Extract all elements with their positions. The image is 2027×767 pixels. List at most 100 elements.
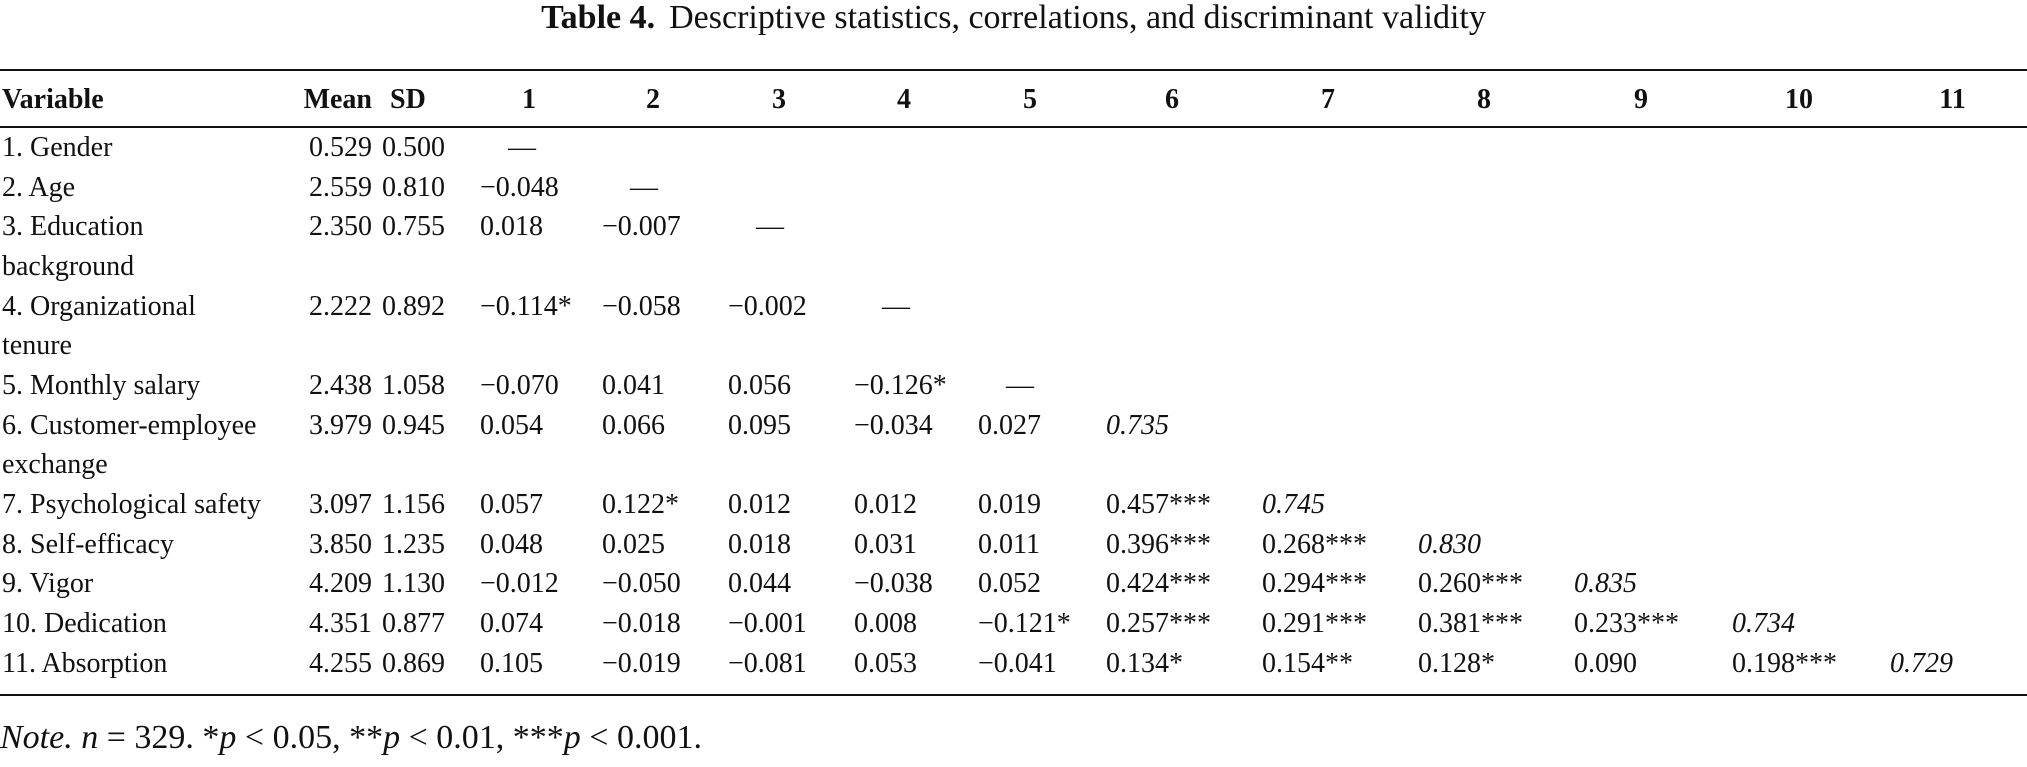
cell-empty xyxy=(296,446,382,486)
cell-correlation: −0.121* xyxy=(978,608,1071,640)
cell-correlation xyxy=(1720,120,1878,168)
cell-empty xyxy=(296,326,382,366)
header-col-10: 10 xyxy=(1785,84,1813,115)
cell-correlation: 0.154** xyxy=(1262,647,1353,679)
cell-empty xyxy=(1878,247,2027,287)
cell-correlation xyxy=(1878,366,2027,406)
header-col-6: 6 xyxy=(1165,84,1179,115)
cell-empty xyxy=(590,446,716,486)
cell-correlation: −0.048 xyxy=(480,171,559,203)
cell-variable: 9. Vigor xyxy=(2,568,94,600)
table-row: 3. Education 2.350 0.755 0.018 −0.007 — xyxy=(0,207,2027,247)
cell-correlation: 0.044 xyxy=(728,568,791,600)
cell-correlation xyxy=(1562,120,1720,168)
table-title: Descriptive statistics, correlations, an… xyxy=(669,0,1486,36)
cell-variable: 8. Self-efficacy xyxy=(2,528,175,560)
cell-empty xyxy=(1406,247,1562,287)
cell-correlation: −0.018 xyxy=(602,608,681,640)
cell-empty xyxy=(382,326,468,366)
cell-correlation: −0.058 xyxy=(602,290,681,322)
cell-empty xyxy=(716,446,842,486)
cell-variable: 1. Gender xyxy=(2,131,113,163)
cell-correlation xyxy=(716,120,842,168)
cell-correlation xyxy=(1094,207,1250,247)
cell-diagonal: 0.830 xyxy=(1418,528,1481,560)
cell-correlation: 0.018 xyxy=(480,211,543,243)
cell-sd: 0.945 xyxy=(382,409,445,441)
cell-mean: 4.209 xyxy=(309,568,372,600)
cell-correlation xyxy=(1720,485,1878,525)
cell-correlation xyxy=(1720,565,1878,605)
header-col-7: 7 xyxy=(1321,84,1335,115)
table-row: 4. Organizational 2.222 0.892 −0.114* −0.058… xyxy=(0,287,2027,327)
cell-empty xyxy=(590,247,716,287)
cell-empty xyxy=(1406,446,1562,486)
cell-correlation xyxy=(966,287,1094,327)
cell-correlation xyxy=(1250,287,1406,327)
cell-correlation xyxy=(1562,168,1720,208)
cell-correlation: 0.019 xyxy=(978,489,1041,521)
cell-correlation xyxy=(1406,120,1562,168)
cell-correlation xyxy=(1562,406,1720,446)
cell-correlation xyxy=(1720,366,1878,406)
cell-sd: 0.755 xyxy=(382,211,445,243)
cell-correlation: −0.126* xyxy=(854,369,947,401)
cell-correlation xyxy=(1878,604,2027,644)
cell-mean: 3.097 xyxy=(309,489,372,521)
cell-sd: 1.058 xyxy=(382,369,445,401)
cell-correlation: 0.012 xyxy=(854,489,917,521)
note-n: n xyxy=(81,719,99,756)
table-row: 2. Age 2.559 0.810 −0.048 — xyxy=(0,168,2027,208)
cell-correlation: −0.019 xyxy=(602,647,681,679)
cell-empty xyxy=(1720,247,1878,287)
cell-sd: 1.156 xyxy=(382,489,445,521)
cell-empty xyxy=(1878,446,2027,486)
cell-empty xyxy=(590,326,716,366)
table-row: 11. Absorption 4.255 0.869 0.105 −0.019 −0.08… xyxy=(0,644,2027,684)
cell-correlation xyxy=(1250,366,1406,406)
cell-correlation xyxy=(842,207,966,247)
cell-mean: 3.979 xyxy=(309,409,372,441)
cell-correlation xyxy=(1406,168,1562,208)
header-col-3: 3 xyxy=(772,84,786,115)
cell-diagonal: 0.729 xyxy=(1890,647,1953,679)
cell-empty xyxy=(1250,247,1406,287)
cell-correlation: 0.066 xyxy=(602,409,665,441)
cell-correlation xyxy=(1878,168,2027,208)
cell-correlation: 0.054 xyxy=(480,409,543,441)
cell-empty xyxy=(1094,247,1250,287)
note-n-text: = 329. * xyxy=(98,719,220,756)
header-col-5: 5 xyxy=(1023,84,1037,115)
cell-variable-continued: tenure xyxy=(2,330,72,362)
cell-correlation: 0.052 xyxy=(978,568,1041,600)
cell-correlation: 0.031 xyxy=(854,528,917,560)
cell-correlation: 0.396*** xyxy=(1106,528,1211,560)
table-row: 8. Self-efficacy 3.850 1.235 0.048 0.025 0.01… xyxy=(0,525,2027,565)
cell-correlation: 0.424*** xyxy=(1106,568,1211,600)
cell-correlation xyxy=(1720,287,1878,327)
table-row: 10. Dedication 4.351 0.877 0.074 −0.018 −0.00… xyxy=(0,604,2027,644)
note-p1: p xyxy=(219,719,237,756)
cell-diagonal: 0.745 xyxy=(1262,489,1325,521)
cell-correlation: −0.002 xyxy=(728,290,807,322)
cell-correlation: 0.122* xyxy=(602,489,679,521)
cell-correlation: 0.027 xyxy=(978,409,1041,441)
note-t1: < 0.05, ** xyxy=(236,719,384,756)
cell-mean: 2.438 xyxy=(309,369,372,401)
cell-correlation xyxy=(1562,207,1720,247)
table-row-continuation: tenure xyxy=(0,326,2027,366)
cell-correlation: 0.233*** xyxy=(1574,608,1679,640)
cell-correlation: 0.018 xyxy=(728,528,791,560)
cell-empty xyxy=(966,446,1094,486)
note-p3: p xyxy=(563,719,581,756)
table-note: Note. n = 329. *p < 0.05, **p < 0.01, **… xyxy=(0,718,702,758)
cell-diagonal: 0.735 xyxy=(1106,409,1169,441)
cell-correlation: 0.134* xyxy=(1106,647,1183,679)
table-label: Table 4. xyxy=(541,0,656,36)
cell-correlation: 0.128* xyxy=(1418,647,1495,679)
cell-correlation: 0.095 xyxy=(728,409,791,441)
bottom-rule xyxy=(0,694,2027,696)
cell-correlation xyxy=(1562,485,1720,525)
cell-empty xyxy=(842,326,966,366)
cell-mean: 2.559 xyxy=(309,171,372,203)
